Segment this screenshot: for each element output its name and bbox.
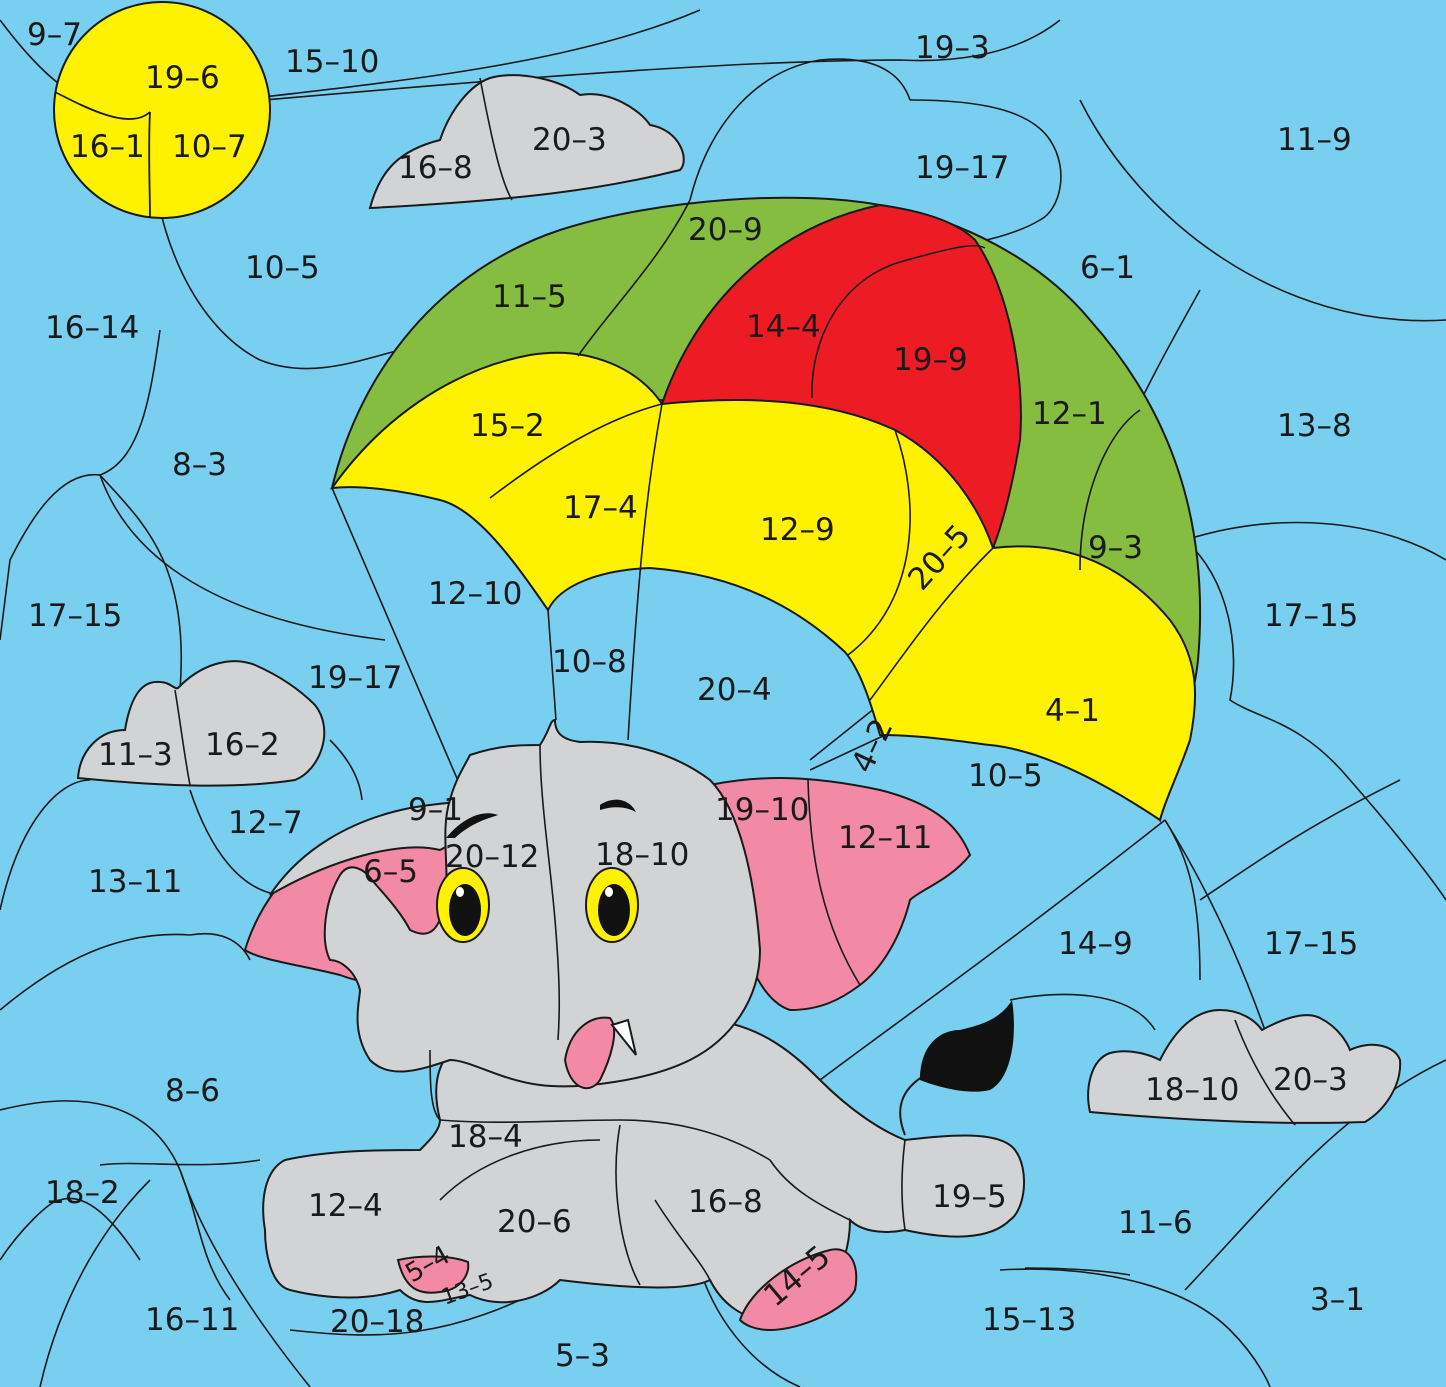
elephant-label: 19–5 — [932, 1179, 1007, 1215]
sky-label: 19–17 — [308, 660, 402, 696]
elephant-label: 19–10 — [715, 792, 809, 828]
elephant — [243, 718, 1026, 1332]
elephant-label: 16–8 — [688, 1184, 763, 1220]
sky-label: 13–8 — [1277, 408, 1352, 444]
cloud-label: 11–3 — [98, 737, 173, 773]
sky-label: 20–4 — [697, 672, 772, 708]
sky-label: 18–2 — [45, 1175, 120, 1211]
sky-label: 8–3 — [172, 447, 227, 483]
cloud-left — [76, 660, 326, 787]
cloud-label: 20–3 — [532, 122, 607, 158]
elephant-label: 20–6 — [497, 1204, 572, 1240]
sky-label: 19–17 — [915, 150, 1009, 186]
parachute-label: 20–9 — [688, 212, 763, 248]
cloud-label: 16–2 — [205, 727, 280, 763]
sun-label: 10–7 — [172, 129, 247, 165]
sky-label: 11–9 — [1277, 122, 1352, 158]
elephant-label: 18–4 — [448, 1119, 523, 1155]
elephant-label: 12–4 — [308, 1188, 383, 1224]
elephant-label: 12–11 — [838, 820, 932, 856]
sky-label: 14–9 — [1058, 926, 1133, 962]
elephant-label: 18–10 — [595, 837, 689, 873]
sun — [53, 1, 271, 219]
sun-label: 19–6 — [145, 60, 220, 96]
parachute-label: 4–1 — [1045, 693, 1100, 729]
sky-label: 10–5 — [245, 250, 320, 286]
sky-label: 13–11 — [88, 864, 182, 900]
sky-label: 9–7 — [27, 17, 82, 53]
cloud-label: 18–10 — [1145, 1072, 1239, 1108]
parachute-label: 11–5 — [492, 279, 567, 315]
sky-label: 8–6 — [165, 1073, 220, 1109]
sky-label: 20–18 — [330, 1304, 424, 1340]
sky-label: 15–13 — [982, 1302, 1076, 1338]
elephant-label: 20–12 — [445, 839, 539, 875]
cloud-label: 16–8 — [398, 150, 473, 186]
sky-label: 16–11 — [145, 1302, 239, 1338]
elephant-label: 6–5 — [363, 854, 418, 890]
parachute-label: 15–2 — [470, 408, 545, 444]
sun-label: 16–1 — [70, 129, 145, 165]
sky-label: 10–8 — [552, 644, 627, 680]
sky-label: 17–15 — [28, 598, 122, 634]
cloud-labels: 16–8 20–3 11–3 16–2 18–10 20–3 — [98, 122, 1348, 1108]
parachute-label: 19–9 — [893, 342, 968, 378]
parachute-label: 9–3 — [1088, 530, 1143, 566]
parachute-label: 14–4 — [746, 309, 821, 345]
cloud-top — [368, 74, 685, 210]
parachute-label: 12–1 — [1032, 396, 1107, 432]
sky-label: 15–10 — [285, 44, 379, 80]
sky-label: 12–7 — [228, 805, 303, 841]
sky-label: 17–15 — [1264, 598, 1358, 634]
sky-labels: 9–7 15–10 19–3 11–9 19–17 10–5 16–14 6–1… — [27, 17, 1365, 1374]
sky-label: 12–10 — [428, 576, 522, 612]
sky-label: 6–1 — [1080, 250, 1135, 286]
elephant-label: 9–1 — [408, 792, 463, 828]
sky-label: 19–3 — [915, 30, 990, 66]
sun-labels: 19–6 16–1 10–7 — [70, 60, 247, 165]
cloud-right — [1087, 1008, 1402, 1126]
cloud-label: 20–3 — [1273, 1062, 1348, 1098]
elephant-labels: 9–1 6–5 20–12 18–10 19–10 12–11 18–4 12–… — [308, 792, 1007, 1314]
sky-label: 3–1 — [1310, 1282, 1365, 1318]
parachute — [329, 196, 1202, 823]
sky-label: 10–5 — [968, 758, 1043, 794]
sky-label: 11–6 — [1118, 1205, 1193, 1241]
sky-label: 17–15 — [1264, 926, 1358, 962]
sky-label: 16–14 — [45, 310, 139, 346]
parachute-label: 12–9 — [760, 512, 835, 548]
parachute-label: 17–4 — [563, 490, 638, 526]
sky-label: 5–3 — [555, 1338, 610, 1374]
